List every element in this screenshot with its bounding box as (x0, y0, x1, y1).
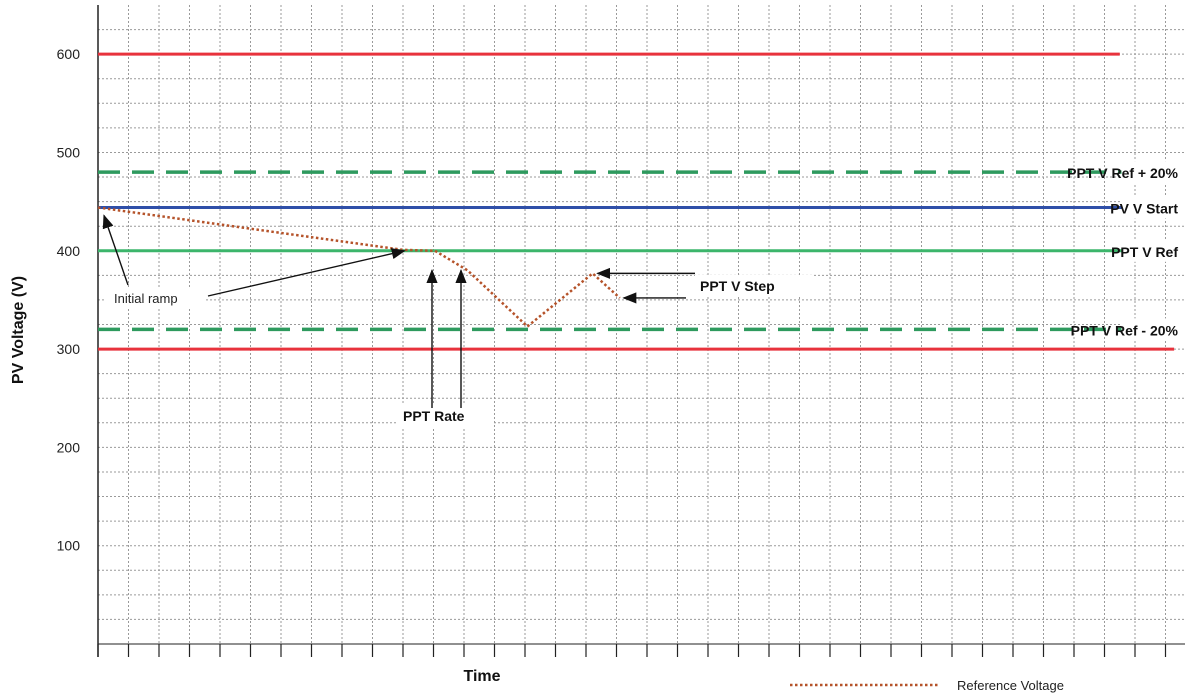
series-line-reference-voltage (97, 206, 621, 329)
reference-line-label-3: PPT V Ref (1111, 244, 1178, 260)
reference-line-label-bg-3 (1121, 239, 1185, 262)
reference-line-label-2: PV V Start (1110, 201, 1178, 217)
y-tick-label-500: 500 (57, 144, 81, 160)
ppt-rate-label: PPT Rate (403, 408, 465, 424)
reference-line-label-4: PPT V Ref - 20% (1071, 322, 1179, 338)
ppt-rate-label-bg (398, 405, 494, 427)
initial-ramp-arrow-end (207, 248, 406, 297)
y-tick-label-200: 200 (57, 439, 81, 455)
ppt-v-step-label-bg (695, 275, 813, 297)
reference-line-label-1: PPT V Ref + 20% (1067, 165, 1178, 181)
reference-lines (98, 52, 1175, 351)
legend-label-reference-voltage: Reference Voltage (957, 678, 1064, 693)
x-axis-title: Time (463, 668, 500, 685)
y-tick-label-400: 400 (57, 243, 81, 259)
legend: Reference Voltage (790, 678, 1064, 693)
reference-line-label-bg-4 (1121, 318, 1185, 341)
y-tick-label-300: 300 (57, 341, 81, 357)
y-tick-label-100: 100 (57, 538, 81, 554)
reference-line-labels: PPT V Ref + 20% PV V Start PPT V Ref PPT V … (1067, 161, 1185, 341)
grid (98, 5, 1185, 644)
reference-line-label-bg-2 (1121, 196, 1185, 219)
y-tick-label-600: 600 (57, 46, 81, 62)
annotations: Initial ramp PPT Rate PPT V Step (102, 214, 813, 427)
initial-ramp-arrow-start (102, 214, 129, 286)
series (97, 206, 621, 329)
initial-ramp-label: Initial ramp (114, 291, 178, 306)
initial-ramp-label-bg (106, 288, 206, 308)
ppt-v-step-label: PPT V Step (700, 278, 775, 294)
y-axis-title: PV Voltage (V) (10, 276, 27, 384)
reference-line-label-bg-1 (1121, 161, 1185, 184)
